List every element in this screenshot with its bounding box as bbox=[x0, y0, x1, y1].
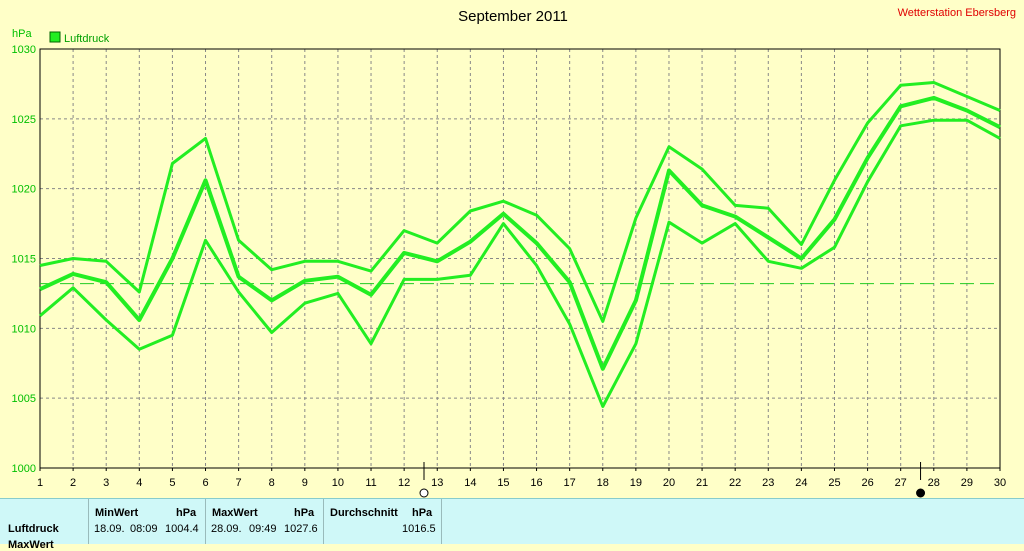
min-date: 18.09. bbox=[94, 523, 125, 535]
y-tick-label: 1030 bbox=[12, 44, 36, 56]
max-date: 28.09. bbox=[211, 523, 242, 535]
max-unit: hPa bbox=[294, 507, 315, 519]
x-tick-label: 12 bbox=[398, 477, 410, 489]
x-tick-label: 25 bbox=[828, 477, 840, 489]
max-value: 1027.6 bbox=[284, 523, 318, 535]
x-tick-label: 7 bbox=[236, 477, 242, 489]
x-tick-label: 11 bbox=[365, 477, 376, 489]
y-tick-label: 1005 bbox=[12, 393, 36, 405]
full-moon-icon bbox=[419, 488, 429, 498]
legend-swatch bbox=[49, 31, 61, 43]
stats-table: Luftdruck MaxWert MinWert hPa 18.09. 08:… bbox=[0, 498, 1024, 551]
x-tick-label: 22 bbox=[729, 477, 741, 489]
avg-value: 1016.5 bbox=[402, 523, 436, 535]
x-tick-label: 28 bbox=[928, 477, 940, 489]
y-axis-unit: hPa bbox=[12, 28, 32, 40]
x-tick-label: 18 bbox=[597, 477, 609, 489]
x-tick-label: 21 bbox=[696, 477, 708, 489]
x-tick-label: 1 bbox=[37, 477, 43, 489]
x-tick-label: 14 bbox=[464, 477, 476, 489]
column-divider bbox=[88, 499, 89, 544]
max-header: MaxWert bbox=[212, 507, 258, 519]
y-tick-label: 1025 bbox=[12, 114, 36, 126]
x-tick-label: 17 bbox=[564, 477, 576, 489]
x-tick-label: 30 bbox=[994, 477, 1006, 489]
x-tick-label: 3 bbox=[103, 477, 109, 489]
x-tick-label: 10 bbox=[332, 477, 344, 489]
legend-label: Luftdruck bbox=[64, 33, 110, 45]
x-tick-label: 4 bbox=[136, 477, 142, 489]
min-unit: hPa bbox=[176, 507, 197, 519]
station-name: Wetterstation Ebersberg bbox=[898, 7, 1016, 19]
chart-title: September 2011 bbox=[458, 8, 568, 25]
x-tick-label: 8 bbox=[269, 477, 275, 489]
min-time: 08:09 bbox=[130, 523, 158, 535]
x-tick-label: 26 bbox=[861, 477, 873, 489]
x-tick-label: 27 bbox=[895, 477, 907, 489]
avg-unit: hPa bbox=[412, 507, 433, 519]
pressure-chart: September 2011 Wetterstation Ebersberg h… bbox=[12, 7, 1016, 498]
new-moon-icon bbox=[916, 488, 926, 498]
avg-header: Durchschnitt bbox=[330, 507, 398, 519]
y-tick-label: 1000 bbox=[12, 463, 36, 475]
column-divider bbox=[441, 499, 442, 544]
x-tick-label: 15 bbox=[497, 477, 509, 489]
x-tick-label: 9 bbox=[302, 477, 308, 489]
x-tick-label: 2 bbox=[70, 477, 76, 489]
y-tick-label: 1020 bbox=[12, 184, 36, 196]
min-value: 1004.4 bbox=[165, 523, 199, 535]
x-tick-label: 6 bbox=[202, 477, 208, 489]
x-tick-label: 5 bbox=[169, 477, 175, 489]
max-time: 09:49 bbox=[249, 523, 277, 535]
row-label-pressure: Luftdruck bbox=[8, 523, 59, 535]
x-tick-label: 13 bbox=[431, 477, 443, 489]
row-label-max: MaxWert bbox=[8, 539, 54, 551]
x-tick-label: 29 bbox=[961, 477, 973, 489]
x-tick-label: 23 bbox=[762, 477, 774, 489]
y-tick-label: 1010 bbox=[12, 323, 36, 335]
series-line-max bbox=[39, 81, 1001, 323]
x-tick-label: 16 bbox=[530, 477, 542, 489]
column-divider bbox=[323, 499, 324, 544]
x-tick-label: 19 bbox=[630, 477, 642, 489]
plot-frame bbox=[39, 48, 1001, 469]
column-divider bbox=[205, 499, 206, 544]
x-tick-label: 20 bbox=[663, 477, 675, 489]
series-line-min bbox=[39, 118, 1001, 408]
x-tick-label: 24 bbox=[795, 477, 807, 489]
series-line-mean bbox=[39, 95, 1001, 371]
y-tick-label: 1015 bbox=[12, 254, 36, 266]
min-header: MinWert bbox=[95, 507, 139, 519]
